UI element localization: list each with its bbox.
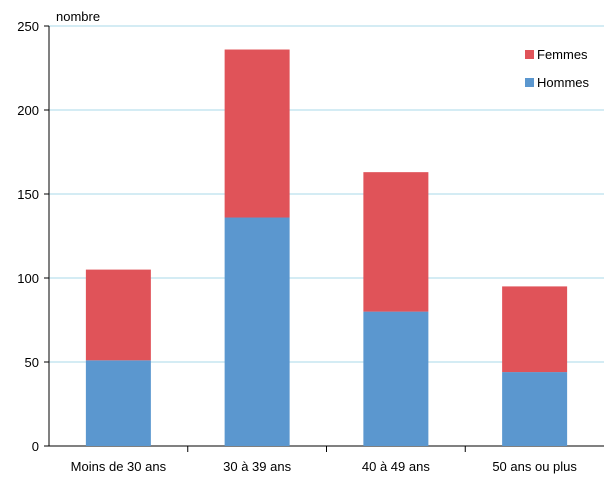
legend-swatch-femmes — [525, 50, 534, 59]
y-tick-label: 0 — [32, 439, 39, 454]
bar-femmes-1 — [224, 49, 290, 218]
bar-femmes-0 — [85, 269, 151, 361]
legend-swatch-hommes — [525, 78, 534, 87]
y-tick-label: 150 — [17, 187, 39, 202]
bar-femmes-2 — [363, 172, 429, 312]
x-tick-labels: Moins de 30 ans 30 à 39 ans 40 à 49 ans 50 … — [71, 459, 578, 474]
y-tick-label: 200 — [17, 103, 39, 118]
legend: Femmes Hommes — [525, 47, 590, 90]
bar-hommes-3 — [502, 372, 568, 446]
bars — [85, 49, 568, 446]
x-tick-label: 40 à 49 ans — [362, 459, 430, 474]
y-tick-labels: 0 50 100 150 200 250 — [17, 19, 39, 454]
bar-femmes-3 — [502, 286, 568, 373]
x-tick-label: 50 ans ou plus — [492, 459, 577, 474]
legend-label-hommes: Hommes — [537, 75, 590, 90]
y-axis-label: nombre — [56, 9, 100, 24]
bar-hommes-1 — [224, 217, 290, 446]
bar-hommes-0 — [85, 360, 151, 446]
bar-hommes-2 — [363, 311, 429, 446]
legend-label-femmes: Femmes — [537, 47, 588, 62]
y-tick-label: 100 — [17, 271, 39, 286]
x-tick-label: 30 à 39 ans — [223, 459, 291, 474]
x-tick-label: Moins de 30 ans — [71, 459, 167, 474]
y-tick-label: 250 — [17, 19, 39, 34]
y-tick-label: 50 — [25, 355, 39, 370]
